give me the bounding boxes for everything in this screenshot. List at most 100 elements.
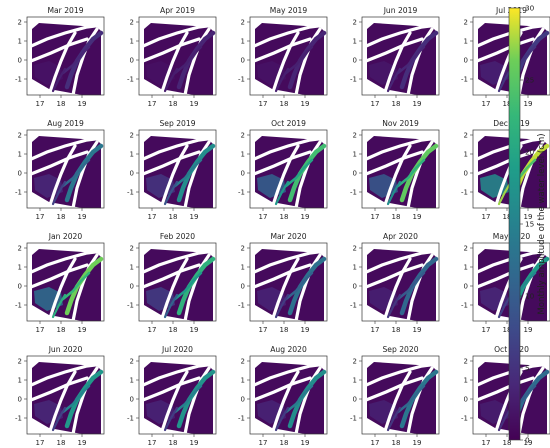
panel-title: Jun 2020 [48,345,83,354]
river-gap [71,253,99,323]
x-tick-label: 17 [148,439,157,447]
colorbar-tick-label: 5 [525,364,530,373]
tributary-channel [274,293,290,319]
y-tick-label: 1 [130,377,134,385]
river-gap [159,257,189,323]
axes-frame [26,16,105,96]
y-tick-label: 2 [241,132,245,140]
map-panel: Sep 2019 2 1 0 -1 17 18 19 [127,119,217,221]
x-tick-label: 19 [301,326,310,334]
river-gap [27,249,105,275]
y-tick-label: 2 [241,245,245,253]
panel-title: Feb 2020 [160,232,195,241]
y-tick-label: -1 [238,76,245,84]
colorbar-tick-label: 20 [525,148,535,157]
panel-title: Aug 2019 [47,119,84,128]
y-tick-label: 1 [130,264,134,272]
river-gap [141,263,201,289]
colorbar-tick-label: 0 [525,436,530,445]
river-gap [29,263,89,289]
x-tick-label: 18 [169,213,178,221]
secondary-channel [396,271,426,301]
x-tick-label: 19 [78,326,87,334]
map-panel: Aug 2020 2 1 0 -1 17 18 19 [238,345,328,447]
river-gap [517,253,545,323]
y-tick-label: -1 [461,76,468,84]
river-gap [139,23,217,49]
river-gap [250,249,328,275]
y-tick-label: 1 [18,151,22,159]
y-tick-label: 0 [130,170,134,178]
river-gap [362,362,440,388]
tributary-channel [274,406,290,432]
river-gap [27,362,105,388]
river-gap [406,140,434,210]
y-tick-label: 0 [18,396,22,404]
y-tick-label: 0 [130,396,134,404]
y-tick-label: 1 [464,38,468,46]
y-tick-label: 0 [353,170,357,178]
secondary-channel [61,158,91,188]
secondary-channel [61,384,91,414]
river-gap [252,37,312,63]
river-gap [27,136,105,162]
colorbar-gradient [508,7,521,441]
map-panel: Jan 2020 2 1 0 -1 17 18 19 [15,232,105,334]
map-panel: Apr 2019 2 1 0 -1 17 18 19 [127,6,217,108]
x-tick-label: 18 [280,213,289,221]
river-gap [71,366,99,436]
y-tick-label: 0 [18,57,22,65]
secondary-channel [61,271,91,301]
river-gap [475,376,535,402]
river-gap [382,257,412,323]
axes-frame [249,129,328,209]
tributary-channel [51,180,67,206]
secondary-channel [284,384,314,414]
map-panel: Jun 2020 2 1 0 -1 17 18 19 [15,345,105,447]
secondary-channel [61,45,91,75]
map-panel: Jun 2019 2 1 0 -1 17 18 19 [350,6,440,108]
x-tick-label: 18 [503,100,512,108]
y-tick-label: 0 [464,396,468,404]
river-gap [362,23,440,49]
tributary-channel [51,406,67,432]
map-panel: Aug 2019 2 1 0 -1 17 18 19 [15,119,105,221]
map-panel: Feb 2020 2 1 0 -1 17 18 19 [127,232,217,334]
y-tick-label: 2 [18,358,22,366]
y-tick-label: 1 [18,264,22,272]
river-gap [406,27,434,97]
y-tick-label: 1 [464,264,468,272]
y-tick-label: 2 [130,132,134,140]
axes-frame [138,242,217,322]
river-gap [27,23,105,49]
x-tick-label: 18 [503,439,512,447]
x-tick-label: 18 [169,439,178,447]
x-tick-label: 19 [190,326,199,334]
map-panel: Jul 2020 2 1 0 -1 17 18 19 [127,345,217,447]
map-panel: Nov 2019 2 1 0 -1 17 18 19 [350,119,440,221]
river-gap [382,370,412,436]
x-tick-label: 17 [371,213,380,221]
y-tick-label: 0 [241,170,245,178]
river-gap [270,31,300,97]
tributary-channel [163,293,179,319]
river-gap [252,376,312,402]
y-tick-label: 2 [18,132,22,140]
y-tick-label: 2 [353,132,357,140]
river-gap [364,376,424,402]
river-gap [294,27,322,97]
panel-title: Mar 2020 [270,232,306,241]
river-gap [159,370,189,436]
river-gap [294,253,322,323]
y-tick-label: -1 [15,415,22,423]
x-tick-label: 17 [482,213,491,221]
colorbar-tick-label: 10 [525,292,535,301]
x-tick-label: 17 [482,326,491,334]
river-gap [475,37,535,63]
axes-frame [26,129,105,209]
y-tick-label: 1 [130,38,134,46]
x-tick-label: 18 [392,326,401,334]
y-tick-label: -1 [127,302,134,310]
x-tick-label: 17 [148,213,157,221]
river-gap [250,23,328,49]
